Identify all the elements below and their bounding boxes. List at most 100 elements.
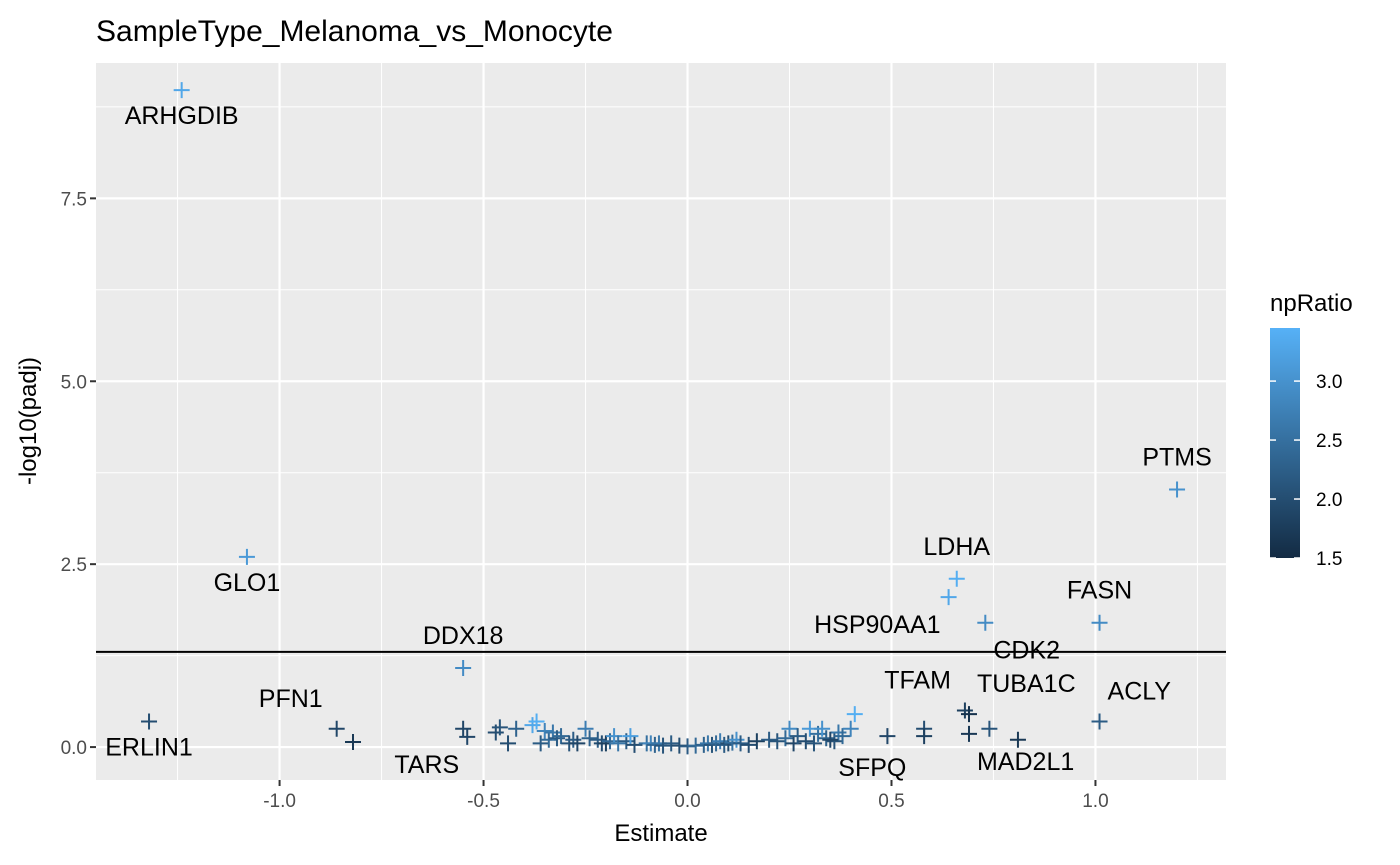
y-tick-label: 0.0 — [61, 738, 87, 759]
data-point — [785, 735, 802, 752]
data-point — [663, 735, 680, 752]
gene-label: ERLIN1 — [105, 733, 193, 761]
y-axis: 0.0 2.5 5.0 7.5 — [61, 189, 96, 759]
gene-label: DDX18 — [423, 622, 504, 650]
data-point — [960, 706, 977, 723]
legend-tick-label: 2.5 — [1316, 431, 1342, 452]
data-point — [238, 548, 255, 565]
gene-label: SFPQ — [838, 754, 906, 782]
data-points — [141, 82, 1186, 755]
legend-tick-label: 2.0 — [1316, 490, 1342, 511]
data-point — [459, 728, 476, 745]
data-point — [536, 722, 553, 739]
data-point — [830, 724, 847, 741]
gene-label: TARS — [394, 751, 459, 779]
gene-label: ACLY — [1108, 677, 1172, 705]
gene-label: CDK2 — [993, 637, 1060, 665]
data-point — [577, 720, 594, 737]
chart-title: SampleType_Melanoma_vs_Monocyte — [96, 15, 613, 48]
gene-label: FASN — [1067, 577, 1132, 605]
data-point — [606, 728, 623, 745]
legend-title: npRatio — [1270, 290, 1353, 317]
data-point — [626, 736, 643, 753]
x-tick-label: 0.0 — [674, 791, 700, 812]
data-point — [540, 731, 557, 748]
data-point — [569, 735, 586, 752]
data-point — [610, 735, 627, 752]
data-point — [948, 570, 965, 587]
y-tick-label: 2.5 — [61, 555, 87, 576]
data-point — [455, 720, 472, 737]
gene-label: LDHA — [923, 533, 990, 561]
data-point — [834, 728, 851, 745]
data-point — [761, 731, 778, 748]
panel-background — [96, 63, 1226, 780]
data-point — [740, 736, 757, 753]
data-point — [1091, 614, 1108, 631]
data-point — [818, 730, 835, 747]
data-point — [879, 728, 896, 745]
data-point — [455, 660, 472, 677]
data-point — [1169, 481, 1186, 498]
data-point — [491, 719, 508, 736]
gene-label: HSP90AA1 — [814, 611, 940, 639]
x-tick-label: 0.5 — [878, 791, 904, 812]
data-point — [548, 730, 565, 747]
data-point — [1009, 731, 1026, 748]
data-point — [712, 733, 729, 750]
data-point — [728, 731, 745, 748]
data-point — [173, 82, 190, 99]
minor-gridlines — [96, 63, 1226, 780]
y-tick-label: 7.5 — [61, 189, 87, 210]
y-tick-label: 5.0 — [61, 372, 87, 393]
data-point — [805, 735, 822, 752]
data-point — [940, 589, 957, 606]
data-point — [822, 731, 839, 748]
data-point — [328, 720, 345, 737]
data-point — [797, 733, 814, 750]
data-point — [956, 702, 973, 719]
gene-label: TFAM — [884, 666, 951, 694]
x-tick-label: -0.5 — [467, 791, 500, 812]
data-point — [977, 614, 994, 631]
data-point — [508, 720, 525, 737]
gene-label: TUBA1C — [977, 670, 1076, 698]
legend-colorbar — [1270, 328, 1300, 558]
legend-tick-label: 3.0 — [1316, 372, 1342, 393]
data-point — [500, 735, 517, 752]
data-point — [528, 713, 545, 730]
gene-labels: ARHGDIB GLO1 PTMS LDHA HSP90AA1 CDK2 FASN DDX18… — [105, 102, 1212, 782]
major-gridlines — [96, 63, 1226, 780]
gene-label: ARHGDIB — [125, 102, 239, 130]
data-point — [981, 720, 998, 737]
data-point — [622, 728, 639, 745]
data-point — [846, 706, 863, 723]
data-point — [532, 735, 549, 752]
data-point — [960, 725, 977, 742]
y-axis-title: -log10(padj) — [15, 357, 42, 485]
data-point — [814, 720, 831, 737]
x-tick-label: -1.0 — [263, 791, 296, 812]
gene-label: PTMS — [1142, 444, 1211, 472]
gene-label: PFN1 — [259, 685, 323, 713]
x-axis-title: Estimate — [614, 820, 707, 847]
data-point — [655, 737, 672, 754]
data-point — [781, 720, 798, 737]
x-axis: -1.0 -0.5 0.0 0.5 1.0 — [263, 780, 1109, 812]
gene-label: GLO1 — [214, 569, 281, 597]
data-point — [553, 728, 570, 745]
data-point — [716, 736, 733, 753]
legend-ticks: 1.5 2.0 2.5 3.0 — [1270, 372, 1342, 570]
data-point — [565, 731, 582, 748]
data-point — [748, 733, 765, 750]
data-point — [524, 717, 541, 734]
data-point — [345, 733, 362, 750]
data-point — [732, 735, 749, 752]
data-point — [916, 728, 933, 745]
data-point — [1091, 713, 1108, 730]
x-tick-label: 1.0 — [1082, 791, 1108, 812]
plot-panel: ARHGDIB GLO1 PTMS LDHA HSP90AA1 CDK2 FASN DDX18… — [96, 63, 1226, 782]
data-point — [777, 730, 794, 747]
data-point — [789, 728, 806, 745]
